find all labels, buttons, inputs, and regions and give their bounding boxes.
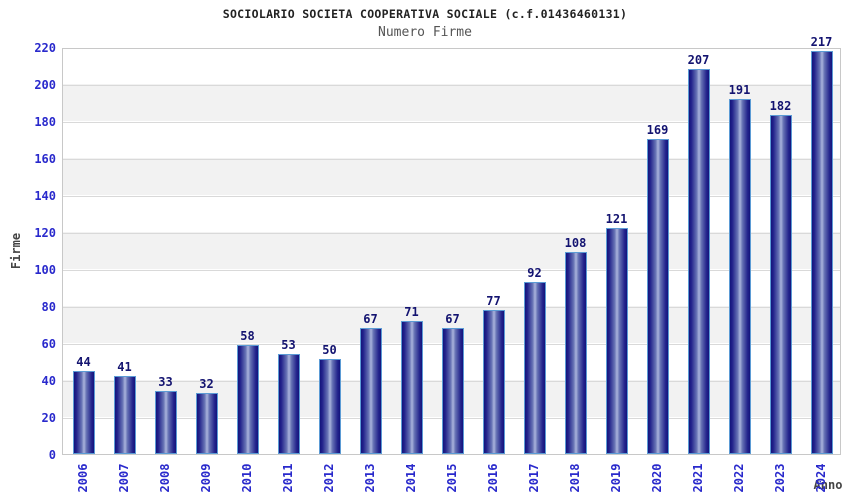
bar-2013: [359, 328, 382, 454]
x-tick-label-2009: 2009: [198, 463, 213, 493]
x-tick-label-2020: 2020: [649, 463, 664, 493]
value-label-2022: 191: [728, 83, 751, 97]
bar-2009: [195, 393, 218, 454]
x-tick-label-2019: 2019: [608, 463, 623, 493]
y-axis-tick-labels: 0 20 40 60 80 100 120 140 160 180 200 220: [0, 41, 56, 462]
value-label-2018: 108: [564, 236, 587, 250]
bar-2006: [72, 371, 95, 454]
value-label-2014: 71: [404, 305, 419, 319]
x-tick-label-2021: 2021: [690, 463, 705, 493]
x-tick-label-2012: 2012: [321, 463, 336, 493]
bar-2016: [482, 310, 505, 454]
gridline-180: [63, 122, 840, 123]
y-tick-label-60: 60: [41, 337, 56, 351]
bar-2018: [564, 252, 587, 454]
gridline-100: [63, 270, 840, 271]
y-tick-label-80: 80: [41, 300, 56, 314]
chart-title: SOCIOLARIO SOCIETA COOPERATIVA SOCIALE (…: [222, 7, 628, 21]
y-tick-label-180: 180: [34, 115, 56, 129]
y-tick-label-220: 220: [34, 41, 56, 55]
x-tick-label-2018: 2018: [567, 463, 582, 493]
value-label-2021: 207: [687, 53, 710, 67]
bar-2022: [728, 99, 751, 454]
gridline-120: [63, 233, 840, 234]
x-tick-label-2014: 2014: [403, 463, 418, 493]
value-label-2024: 217: [810, 35, 833, 49]
bar-2021: [687, 69, 710, 454]
x-tick-label-2024: 2024: [813, 463, 828, 493]
plot-area: 44 41 33 32 58 53 50 67 71 67 77 92 108 121 169 207 191 1…: [62, 35, 841, 455]
value-label-2006: 44: [76, 355, 91, 369]
x-tick-label-2010: 2010: [239, 463, 254, 493]
x-tick-label-2011: 2011: [280, 463, 295, 493]
y-tick-label-0: 0: [48, 448, 56, 462]
value-label-2010: 58: [240, 329, 255, 343]
gridline-160: [63, 159, 840, 160]
y-tick-label-140: 140: [34, 189, 56, 203]
x-tick-label-2023: 2023: [772, 463, 787, 493]
bar-2024: [810, 51, 833, 454]
bar-2007: [113, 376, 136, 454]
gridline-140: [63, 196, 840, 197]
x-tick-label-2015: 2015: [444, 463, 459, 493]
bar-2017: [523, 282, 546, 454]
bar-2019: [605, 228, 628, 454]
value-label-2019: 121: [605, 212, 628, 226]
gridline-200: [63, 85, 840, 86]
y-tick-label-100: 100: [34, 263, 56, 277]
x-tick-label-2006: 2006: [75, 463, 90, 493]
x-tick-label-2007: 2007: [116, 463, 131, 493]
x-axis-title: Anno: [813, 478, 843, 492]
x-tick-label-2017: 2017: [526, 463, 541, 493]
y-tick-label-20: 20: [41, 411, 56, 425]
bar-2023: [769, 115, 792, 454]
value-label-2023: 182: [769, 99, 792, 113]
y-tick-label-120: 120: [34, 226, 56, 240]
value-label-2007: 41: [117, 360, 132, 374]
bar-2008: [154, 391, 177, 454]
bar-2010: [236, 345, 259, 454]
value-label-2020: 169: [646, 123, 669, 137]
y-tick-label-40: 40: [41, 374, 56, 388]
bar-2012: [318, 359, 341, 454]
bar-2020: [646, 139, 669, 454]
value-label-2015: 67: [445, 312, 460, 326]
x-tick-label-2022: 2022: [731, 463, 746, 493]
value-label-2017: 92: [527, 266, 542, 280]
x-tick-label-2008: 2008: [157, 463, 172, 493]
y-tick-label-160: 160: [34, 152, 56, 166]
bar-2015: [441, 328, 464, 454]
chart-subtitle: Numero Firme: [378, 25, 472, 40]
y-tick-label-200: 200: [34, 78, 56, 92]
x-tick-label-2013: 2013: [362, 463, 377, 493]
bar-2011: [277, 354, 300, 454]
value-label-2016: 77: [486, 294, 501, 308]
bar-2014: [400, 321, 423, 454]
value-label-2008: 33: [158, 375, 173, 389]
value-label-2009: 32: [199, 377, 214, 391]
value-label-2012: 50: [322, 343, 337, 357]
x-tick-label-2016: 2016: [485, 463, 500, 493]
value-label-2013: 67: [363, 312, 378, 326]
value-label-2011: 53: [281, 338, 296, 352]
gridline-80: [63, 307, 840, 308]
